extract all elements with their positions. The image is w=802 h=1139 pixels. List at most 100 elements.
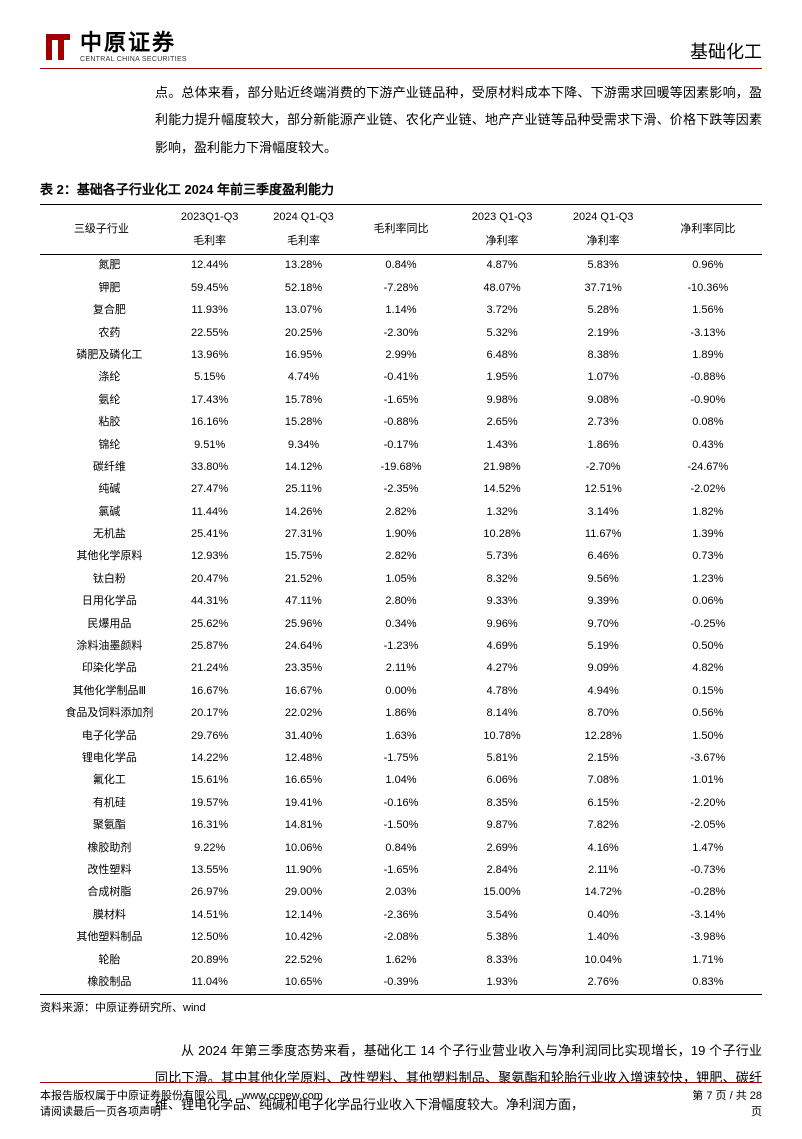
table-cell: 民爆用品 <box>40 613 163 635</box>
table-cell: 4.74% <box>257 367 351 389</box>
table-row: 无机盐25.41%27.31%1.90%10.28%11.67%1.39% <box>40 524 762 546</box>
table-cell: 0.96% <box>654 254 762 277</box>
table-cell: 14.26% <box>257 501 351 523</box>
table-cell: 11.04% <box>163 971 257 994</box>
table-cell: 8.70% <box>553 703 654 725</box>
table-cell: 有机硅 <box>40 792 163 814</box>
table-cell: 21.98% <box>452 456 553 478</box>
table-cell: 日用化学品 <box>40 591 163 613</box>
table-cell: -1.75% <box>350 747 451 769</box>
table-cell: 2.69% <box>452 837 553 859</box>
table-row: 磷肥及磷化工13.96%16.95%2.99%6.48%8.38%1.89% <box>40 344 762 366</box>
col-header-nm2023-bot: 净利率 <box>452 229 553 254</box>
table-cell: 3.14% <box>553 501 654 523</box>
table-cell: 14.12% <box>257 456 351 478</box>
table-cell: -2.08% <box>350 927 451 949</box>
table-cell: -24.67% <box>654 456 762 478</box>
table-cell: 1.07% <box>553 367 654 389</box>
col-header-nm2024-top: 2024 Q1-Q3 <box>553 204 654 229</box>
table-cell: 16.95% <box>257 344 351 366</box>
table-cell: 涤纶 <box>40 367 163 389</box>
table-cell: 粘胶 <box>40 412 163 434</box>
table-cell: 25.96% <box>257 613 351 635</box>
table-row: 轮胎20.89%22.52%1.62%8.33%10.04%1.71% <box>40 949 762 971</box>
table-cell: 9.70% <box>553 613 654 635</box>
table-cell: -2.30% <box>350 322 451 344</box>
table-row: 复合肥11.93%13.07%1.14%3.72%5.28%1.56% <box>40 300 762 322</box>
table-cell: 9.08% <box>553 389 654 411</box>
table-cell: -0.17% <box>350 434 451 456</box>
table-cell: 22.55% <box>163 322 257 344</box>
table-row: 钾肥59.45%52.18%-7.28%48.07%37.71%-10.36% <box>40 277 762 299</box>
table-cell: 9.39% <box>553 591 654 613</box>
table-cell: 47.11% <box>257 591 351 613</box>
table-row: 涤纶5.15%4.74%-0.41%1.95%1.07%-0.88% <box>40 367 762 389</box>
table-cell: -2.20% <box>654 792 762 814</box>
col-header-gm2023-top: 2023Q1-Q3 <box>163 204 257 229</box>
table-source: 资料来源：中原证券研究所、wind <box>40 999 762 1015</box>
table-cell: 22.02% <box>257 703 351 725</box>
table-cell: 3.54% <box>452 904 553 926</box>
table-cell: 27.31% <box>257 524 351 546</box>
table-cell: 复合肥 <box>40 300 163 322</box>
table-cell: 25.87% <box>163 636 257 658</box>
table-cell: -0.88% <box>654 367 762 389</box>
table-cell: -3.13% <box>654 322 762 344</box>
table-cell: 0.06% <box>654 591 762 613</box>
table-cell: 0.50% <box>654 636 762 658</box>
col-header-gm2024-top: 2024 Q1-Q3 <box>257 204 351 229</box>
table-cell: 13.96% <box>163 344 257 366</box>
table-cell: 15.61% <box>163 770 257 792</box>
table-cell: 31.40% <box>257 725 351 747</box>
table-row: 合成树脂26.97%29.00%2.03%15.00%14.72%-0.28% <box>40 882 762 904</box>
table-row: 改性塑料13.55%11.90%-1.65%2.84%2.11%-0.73% <box>40 859 762 881</box>
table-cell: 10.78% <box>452 725 553 747</box>
table-cell: 其他塑料制品 <box>40 927 163 949</box>
table-row: 农药22.55%20.25%-2.30%5.32%2.19%-3.13% <box>40 322 762 344</box>
table-row: 氟化工15.61%16.65%1.04%6.06%7.08%1.01% <box>40 770 762 792</box>
table-cell: 0.08% <box>654 412 762 434</box>
table-cell: 5.28% <box>553 300 654 322</box>
table-cell: -1.65% <box>350 859 451 881</box>
table-cell: 2.15% <box>553 747 654 769</box>
table-cell: 2.82% <box>350 501 451 523</box>
table-cell: 10.42% <box>257 927 351 949</box>
table-cell: 1.82% <box>654 501 762 523</box>
table-row: 氮肥12.44%13.28%0.84%4.87%5.83%0.96% <box>40 254 762 277</box>
table-cell: 20.25% <box>257 322 351 344</box>
table-cell: 5.32% <box>452 322 553 344</box>
table-cell: 20.47% <box>163 568 257 590</box>
table-cell: 19.57% <box>163 792 257 814</box>
table-cell: 11.90% <box>257 859 351 881</box>
table-cell: 11.44% <box>163 501 257 523</box>
table-cell: 3.72% <box>452 300 553 322</box>
table-cell: 17.43% <box>163 389 257 411</box>
table-row: 其他化学原料12.93%15.75%2.82%5.73%6.46%0.73% <box>40 546 762 568</box>
table-cell: 2.11% <box>350 658 451 680</box>
table-cell: 橡胶制品 <box>40 971 163 994</box>
table-cell: 5.38% <box>452 927 553 949</box>
col-header-gm2024-bot: 毛利率 <box>257 229 351 254</box>
table-cell: 纯碱 <box>40 479 163 501</box>
table-cell: 2.80% <box>350 591 451 613</box>
table-cell: 9.09% <box>553 658 654 680</box>
table-cell: 13.07% <box>257 300 351 322</box>
table-cell: -2.36% <box>350 904 451 926</box>
table-cell: 29.00% <box>257 882 351 904</box>
table-cell: 5.81% <box>452 747 553 769</box>
table-cell: 9.34% <box>257 434 351 456</box>
table-cell: -1.65% <box>350 389 451 411</box>
table-title: 表 2：基础各子行业化工 2024 年前三季度盈利能力 <box>40 179 762 198</box>
table-cell: 1.01% <box>654 770 762 792</box>
table-cell: 19.41% <box>257 792 351 814</box>
table-cell: 9.98% <box>452 389 553 411</box>
table-row: 其他塑料制品12.50%10.42%-2.08%5.38%1.40%-3.98% <box>40 927 762 949</box>
table-cell: 5.73% <box>452 546 553 568</box>
table-cell: 12.51% <box>553 479 654 501</box>
profitability-table: 三级子行业 2023Q1-Q3 2024 Q1-Q3 毛利率同比 2023 Q1… <box>40 204 762 995</box>
table-cell: 6.06% <box>452 770 553 792</box>
table-cell: -0.73% <box>654 859 762 881</box>
table-cell: 22.52% <box>257 949 351 971</box>
table-cell: 0.43% <box>654 434 762 456</box>
page-header: 中原证券 CENTRAL CHINA SECURITIES 基础化工 <box>40 30 762 69</box>
